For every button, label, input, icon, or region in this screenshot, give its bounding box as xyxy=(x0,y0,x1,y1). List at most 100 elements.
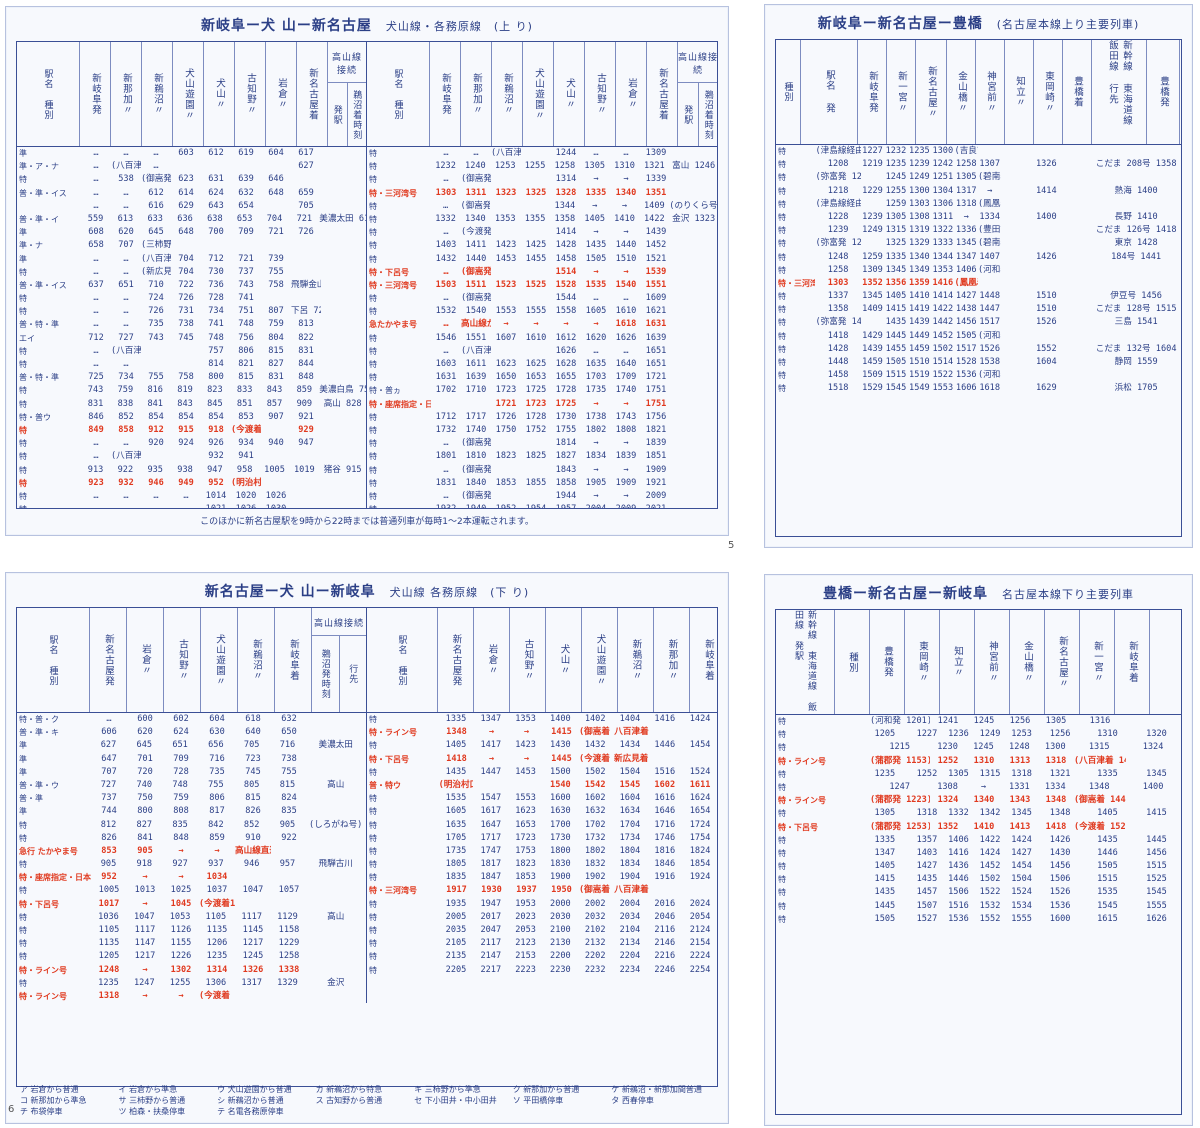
cell-time: 815 xyxy=(238,372,254,383)
cell-time: 1429 xyxy=(862,330,883,341)
cell-time: 1415 xyxy=(874,874,896,885)
cell-time: 859 xyxy=(296,385,313,396)
cell-time: 538 xyxy=(118,174,134,185)
cell-time xyxy=(520,200,550,213)
cell-time: 1712 xyxy=(435,411,457,422)
cell-time: 608 xyxy=(88,227,104,238)
table-row: 特 1705 1717 1723 1730 1732 1734 1746 1754 xyxy=(367,832,717,845)
cell-time: 1654 xyxy=(689,806,711,817)
cell-time: 946 xyxy=(243,859,260,870)
cell-time xyxy=(1001,198,1091,211)
table-row: 特・座席指定・日本ライン1号 952 → → 1034 xyxy=(17,871,366,884)
table-row: 特 1005 1013 1025 1037 1047 1057 xyxy=(17,884,366,897)
cell-type: 特 xyxy=(19,478,27,488)
cell-time: 1653 xyxy=(525,372,547,383)
cell-time: … xyxy=(593,293,599,304)
cell-time: 1448 xyxy=(827,357,849,367)
cell-time: 1536 xyxy=(1049,900,1071,911)
cell-time: 1724 xyxy=(689,819,711,830)
cell-time: 1445 xyxy=(1146,834,1167,845)
cell-time: 1655 xyxy=(555,372,577,383)
cell-time: 2124 xyxy=(689,925,711,935)
cell-time: 1117 xyxy=(134,925,156,935)
cell-time xyxy=(271,845,307,858)
cell-type: 特 xyxy=(369,715,377,724)
cell-time: 1835 xyxy=(445,872,467,883)
left-half: 駅名 種別 新岐阜発 新那加〃 新鵜沼〃 犬山遊園〃 犬山〃 古知野〃 岩倉〃 新名古屋着 高山線… xyxy=(17,42,367,508)
cell-time: 1555 xyxy=(1146,900,1167,911)
header-station: 古知野〃 xyxy=(585,42,616,146)
cell-time xyxy=(235,871,271,884)
header-station: 知立〃 xyxy=(940,610,975,714)
cell-time: 851 xyxy=(236,398,253,409)
cell-time: 2100 xyxy=(550,925,571,935)
timetable-grid: 種別 駅名 発新岐阜発 新一宮〃 新名古屋〃 金山橋〃 神宮前〃 知立〃 東岡崎〃 豊橋着 新幹線… xyxy=(775,39,1182,537)
header-station-type: 種別 xyxy=(776,40,801,144)
cell-time: 1245 xyxy=(973,716,995,726)
cell-time: … xyxy=(443,319,449,330)
cell-time: 1639 xyxy=(465,372,487,383)
cell-time: 1453 xyxy=(495,253,517,264)
cell-time: 1311 xyxy=(932,211,954,222)
table-row: 特 1405 1417 1423 1430 1432 1434 1446 1454 xyxy=(367,739,717,752)
cell-time: 728 xyxy=(208,293,224,304)
cell-time: 1515 xyxy=(1146,861,1167,872)
cell-time: 1232 xyxy=(885,146,907,156)
cell-time: 736 xyxy=(208,279,224,290)
cell-time: 1305 xyxy=(584,161,606,172)
cell-time xyxy=(141,345,171,358)
cell-time: 1507 xyxy=(916,900,938,911)
cell-time: → xyxy=(142,898,148,909)
cell-time: (鳳凰着 1514) xyxy=(954,277,978,288)
cell-time: 1226 xyxy=(170,951,192,962)
cell-time: 1824 xyxy=(689,845,711,856)
cell-time: … xyxy=(93,174,99,185)
cell-time: → xyxy=(593,266,599,277)
cell-time: 1326 xyxy=(242,964,264,975)
cell-time: 1921 xyxy=(645,477,667,488)
cell-time: 1332 xyxy=(948,808,969,819)
cell-time: 1802 xyxy=(584,845,606,856)
cell-time: → xyxy=(980,781,987,792)
cell-time: 1847 xyxy=(480,872,502,883)
header-station: 岩倉〃 xyxy=(127,608,164,712)
cell-time: 716 xyxy=(279,740,296,751)
cell-time: 1528 xyxy=(555,279,577,290)
cell-time: → xyxy=(593,227,599,238)
cell-time: 1245 xyxy=(885,172,907,183)
cell-time: 1612 xyxy=(555,332,577,343)
cell-time: 821 xyxy=(238,359,254,369)
cell-time: 1247 xyxy=(889,781,911,792)
cell-time: … xyxy=(443,266,449,277)
cell-time: 1840 xyxy=(465,477,487,488)
table-row: 特 1732 1740 1750 1752 1755 1802 1808 1821 xyxy=(367,424,717,437)
cell-time: 726 xyxy=(178,293,194,304)
cell-time: 632 xyxy=(281,714,297,724)
cell-time: 704 xyxy=(266,213,283,224)
cell-time: 1335 xyxy=(445,714,467,724)
table-row: 準 608 620 645 648 700 709 721 726 xyxy=(17,226,366,239)
cell-time: 1117 xyxy=(241,911,263,922)
cell-time: 1519 xyxy=(909,370,930,381)
cell-time: 1944 xyxy=(555,490,577,501)
cell-time: 1309 xyxy=(645,148,667,158)
cell-time: 1510 xyxy=(1035,304,1057,315)
cell-time: 1336 xyxy=(955,225,977,236)
cell-time: 1255 xyxy=(885,185,907,196)
cell-type: 特 xyxy=(369,294,377,304)
cell-time: 1348 xyxy=(446,727,467,738)
cell-time: 1456 xyxy=(1146,847,1167,858)
cell-time: 1347 xyxy=(874,847,896,858)
table-row: 特 1337 1345 1405 1410 1414 1427 1448 1510 伊豆号 145… xyxy=(776,290,1181,303)
cell-time: 2024 xyxy=(689,898,711,909)
header-station: 豊橋着 xyxy=(1063,40,1092,144)
cell-time: 848 xyxy=(298,372,314,383)
cell-time: 1400 xyxy=(1142,781,1164,792)
cell-time: 1854 xyxy=(689,859,711,870)
cell-time: 1343 xyxy=(1009,795,1031,806)
cell-time: 1353 xyxy=(515,714,536,724)
cell-time: 1717 xyxy=(480,832,502,843)
cell-time: 921 xyxy=(298,411,314,422)
